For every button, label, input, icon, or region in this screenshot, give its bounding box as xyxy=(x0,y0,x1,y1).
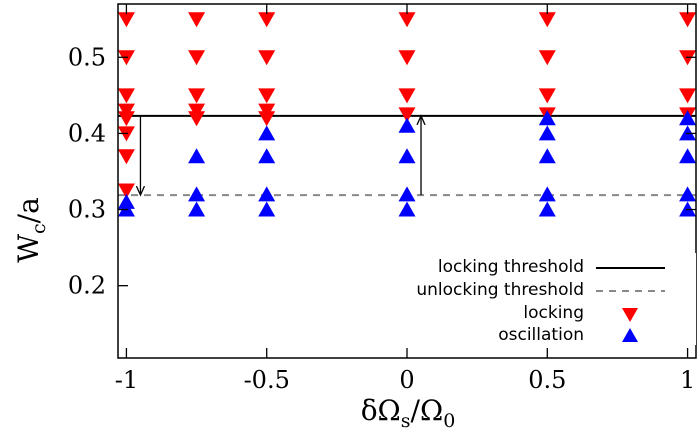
legend-locking-marker xyxy=(622,308,638,322)
locking-marker xyxy=(398,50,416,66)
legend-label-locking-threshold: locking threshold xyxy=(438,257,584,277)
y-axis-label: Wc/a xyxy=(12,197,50,263)
oscillation-marker xyxy=(679,186,697,202)
locking-marker xyxy=(538,50,556,66)
x-tick-label: 1 xyxy=(680,366,695,394)
x-axis-label: δΩs/Ω0 xyxy=(361,394,456,429)
locking-marker xyxy=(538,12,556,28)
y-tick-label: 0.5 xyxy=(68,43,106,71)
oscillation-marker xyxy=(538,125,556,141)
locking-marker xyxy=(117,149,135,165)
oscillation-marker xyxy=(398,117,416,133)
oscillation-marker xyxy=(258,125,276,141)
locking-marker xyxy=(679,88,697,104)
y-tick-label: 0.2 xyxy=(68,272,106,300)
legend-label-locking: locking xyxy=(523,303,584,323)
locking-marker xyxy=(398,12,416,28)
oscillation-marker xyxy=(117,193,135,209)
locking-marker xyxy=(188,88,206,104)
legend-oscillation-marker xyxy=(622,328,638,342)
locking-marker xyxy=(258,111,276,127)
locking-marker xyxy=(117,183,135,199)
x-tick-label: 0.5 xyxy=(528,366,566,394)
x-tick-label: -1 xyxy=(115,366,138,394)
oscillation-marker xyxy=(398,201,416,217)
y-tick-label: 0.3 xyxy=(68,196,106,224)
oscillation-marker xyxy=(538,186,556,202)
locking-marker xyxy=(679,12,697,28)
locking-marker xyxy=(538,88,556,104)
oscillation-marker xyxy=(258,186,276,202)
locking-marker xyxy=(258,50,276,66)
plot-area xyxy=(117,12,697,217)
locking-marker xyxy=(258,88,276,104)
locking-marker xyxy=(117,111,135,127)
oscillation-marker xyxy=(398,186,416,202)
x-tick-label: -0.5 xyxy=(244,366,290,394)
oscillation-marker xyxy=(538,148,556,164)
axis-ticks: -1 -0.5 0 0.5 1 0.2 0.3 0.4 0.5 xyxy=(68,4,696,394)
oscillation-marker xyxy=(258,201,276,217)
oscillation-marker xyxy=(538,201,556,217)
oscillation-marker xyxy=(538,110,556,126)
locking-marker xyxy=(188,103,206,119)
locking-marker xyxy=(117,88,135,104)
oscillation-marker xyxy=(188,201,206,217)
oscillation-marker xyxy=(258,148,276,164)
transition-arrow-head xyxy=(135,185,146,197)
locking-marker xyxy=(398,107,416,123)
oscillation-marker xyxy=(188,148,206,164)
y-tick-label: 0.4 xyxy=(68,119,106,147)
oscillation-marker xyxy=(679,148,697,164)
legend-label-oscillation: oscillation xyxy=(498,325,584,345)
locking-marker xyxy=(117,103,135,119)
transition-arrow-head xyxy=(416,114,426,126)
locking-marker xyxy=(117,12,135,28)
locking-marker xyxy=(188,50,206,66)
legend: locking threshold unlocking threshold lo… xyxy=(380,253,696,345)
legend-label-unlocking-threshold: unlocking threshold xyxy=(416,280,584,300)
oscillation-marker xyxy=(679,110,697,126)
locking-marker xyxy=(188,12,206,28)
locking-marker xyxy=(258,12,276,28)
locking-marker xyxy=(398,88,416,104)
locking-marker xyxy=(258,103,276,119)
locking-marker xyxy=(188,111,206,127)
x-tick-label: 0 xyxy=(399,366,414,394)
oscillation-marker xyxy=(398,148,416,164)
oscillation-marker xyxy=(188,186,206,202)
